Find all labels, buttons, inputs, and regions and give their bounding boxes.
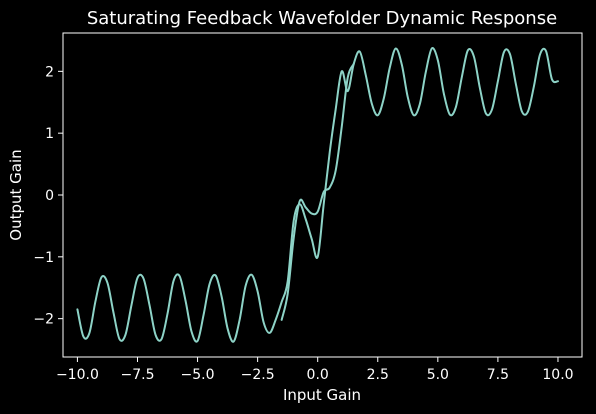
y-tick-label: 0	[45, 188, 54, 204]
x-tick-label: −2.5	[241, 367, 275, 383]
series-layer	[76, 47, 559, 343]
x-axis: −10.0 −7.5 −5.0 −2.5 0.0 2.5 5.0 7.5 10.0	[56, 357, 574, 383]
chart-title: Saturating Feedback Wavefolder Dynamic R…	[87, 8, 557, 29]
x-axis-label: Input Gain	[283, 386, 361, 404]
y-tick-label: 2	[45, 64, 54, 80]
y-tick-label: −1	[33, 250, 54, 266]
x-tick-label: 2.5	[367, 367, 389, 383]
series-line-0	[76, 47, 559, 343]
y-axis: −2 −1 0 1 2	[33, 64, 63, 328]
x-tick-label: 5.0	[427, 367, 449, 383]
x-tick-label: 7.5	[487, 367, 509, 383]
y-tick-label: −2	[33, 312, 54, 328]
x-tick-label: −5.0	[181, 367, 215, 383]
x-tick-label: −7.5	[120, 367, 154, 383]
y-axis-label: Output Gain	[7, 149, 25, 240]
x-tick-label: −10.0	[56, 367, 99, 383]
x-tick-label: 0.0	[307, 367, 329, 383]
series-line-1	[280, 62, 355, 321]
x-tick-label: 10.0	[542, 367, 573, 383]
y-tick-label: 1	[45, 126, 54, 142]
